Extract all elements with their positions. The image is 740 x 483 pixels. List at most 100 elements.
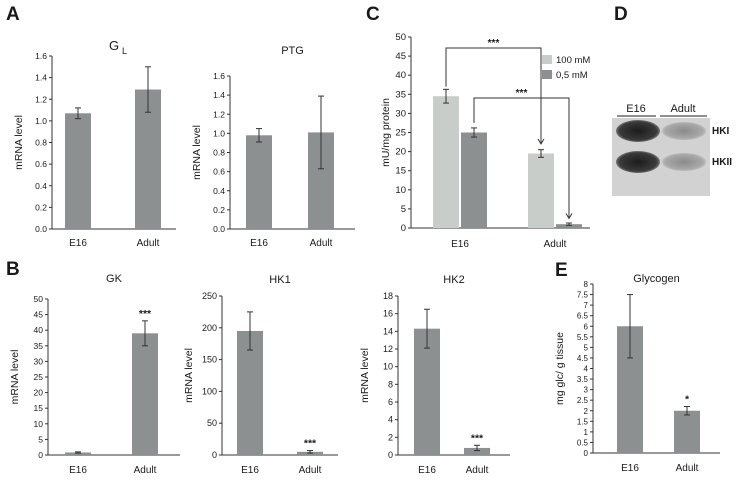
chart-gl: 0.0 0.2 0.4 0.6 0.8 1.0 1.2 1.4 1.6 mRNA level G L E…	[13, 38, 176, 249]
y-tick-label: 1.4	[35, 73, 47, 83]
y-tick-label: 0.8	[213, 148, 225, 158]
bar	[132, 333, 158, 455]
bar	[65, 452, 91, 455]
y-tick-label: 30	[34, 356, 44, 366]
western-blot: E16 Adult HKI HKII	[612, 103, 732, 196]
bar	[461, 132, 487, 228]
y-tick-label: 15	[34, 403, 44, 413]
y-tick-label: 2	[388, 432, 393, 442]
y-tick-label: 15	[395, 166, 406, 177]
y-tick-label: 6	[584, 322, 589, 331]
y-tick-label: 5.5	[577, 333, 589, 342]
y-tick-label: 1.2	[35, 94, 47, 104]
significance-mark: *	[685, 394, 690, 406]
chart-title: G	[109, 38, 119, 53]
y-tick-label: 20	[395, 147, 406, 158]
panel-letter-c: C	[366, 4, 380, 25]
y-tick-label: 0	[38, 450, 43, 460]
y-tick-label: 4.5	[577, 354, 589, 363]
y-axis-label: mRNA level	[13, 115, 25, 170]
y-tick-label: 150	[202, 355, 217, 365]
panel-letter-a: A	[6, 4, 20, 25]
blot-band-hkii-e16	[616, 151, 660, 173]
y-tick-label: 50	[207, 418, 217, 428]
y-tick-label: 0.2	[213, 205, 225, 215]
y-axis-label: mRNA level	[183, 348, 195, 403]
y-axis-label: mRNA level	[191, 125, 203, 180]
bar	[237, 330, 263, 455]
y-tick-label: 1.2	[213, 109, 225, 119]
y-tick-label: 30	[395, 108, 406, 119]
y-tick-label: 5	[38, 434, 43, 444]
y-tick-label: 8	[388, 379, 393, 389]
significance-mark: ***	[471, 432, 484, 444]
category-label: E16	[69, 465, 87, 476]
y-tick-label: 0.6	[213, 167, 225, 177]
y-tick-label: 20	[34, 388, 44, 398]
y-tick-label: 4	[388, 415, 393, 425]
y-tick-label: 6	[388, 397, 393, 407]
y-tick-label: 2	[584, 407, 589, 416]
category-label: Adult	[466, 465, 489, 476]
significance-mark: ***	[516, 88, 528, 99]
bar	[464, 447, 490, 455]
y-tick-label: 25	[34, 372, 44, 382]
y-tick-label: 25	[395, 128, 406, 139]
y-tick-label: 0.8	[35, 138, 47, 148]
blot-band-hki-adult	[662, 122, 706, 140]
blot-lane-label-adult: Adult	[670, 103, 695, 115]
y-tick-label: 1.4	[213, 90, 225, 100]
category-label: E16	[451, 239, 469, 250]
chart-title: HK2	[443, 274, 464, 286]
blot-band-label-hki: HKI	[712, 126, 729, 137]
y-tick-label: 1.0	[213, 128, 225, 138]
blot-band-hki-e16	[616, 120, 660, 142]
chart-title: HK1	[269, 274, 290, 286]
chart-title: PTG	[281, 45, 304, 57]
y-axis-label: mU/mg protein	[380, 98, 392, 167]
chart-hk2: 0 2 4 6 8 10 12 14 16 18 mRNA level HK2 E16 Adult ***	[359, 274, 510, 476]
category-label: Adult	[299, 465, 322, 476]
y-tick-label: 7	[584, 301, 589, 310]
chart-title: Glycogen	[633, 273, 679, 285]
y-tick-label: 35	[34, 341, 44, 351]
y-tick-label: 1.6	[213, 71, 225, 81]
category-label: Adult	[310, 238, 333, 249]
category-label: E16	[69, 238, 87, 249]
y-tick-label: 0.4	[213, 186, 225, 196]
y-tick-label: 2.5	[577, 396, 589, 405]
category-label: E16	[418, 465, 436, 476]
bar	[135, 89, 161, 229]
legend-label: 100 mM	[556, 55, 590, 66]
y-tick-label: 50	[395, 32, 406, 43]
y-axis-label: mRNA level	[9, 350, 21, 405]
bar	[433, 96, 459, 229]
y-tick-label: 250	[202, 291, 217, 301]
y-tick-label: 0	[401, 223, 406, 234]
category-label: E16	[621, 463, 639, 474]
y-tick-label: 8	[584, 280, 589, 289]
y-tick-label: 0.5	[577, 438, 589, 447]
y-tick-label: 40	[34, 325, 44, 335]
y-tick-label: 45	[395, 51, 406, 62]
y-tick-label: 3.5	[577, 375, 589, 384]
bracket-arrow	[537, 138, 545, 145]
bar	[528, 153, 554, 228]
chart-glycogen: 0 0.51 1.52 2.53 3.54 4.5 55.5 66.5 77.5 8 mg glc/…	[554, 273, 720, 474]
y-tick-label: 0	[388, 450, 393, 460]
bar	[414, 328, 440, 455]
y-tick-label: 100	[202, 386, 217, 396]
y-tick-label: 10	[383, 362, 393, 372]
y-tick-label: 45	[34, 310, 44, 320]
y-tick-label: 18	[383, 291, 393, 301]
legend-swatch	[542, 70, 552, 79]
y-tick-label: 10	[34, 419, 44, 429]
y-tick-label: 5	[401, 204, 406, 215]
chart-title: GK	[106, 273, 123, 285]
category-label: E16	[250, 238, 268, 249]
blot-lane-label-e16: E16	[626, 103, 646, 115]
y-tick-label: 0.0	[213, 224, 225, 234]
chart-ptg: 0.0 0.2 0.4 0.6 0.8 1.0 1.2 1.4 1.6 mRNA level PTG…	[191, 45, 355, 249]
chart-title-subscript: L	[122, 46, 127, 56]
